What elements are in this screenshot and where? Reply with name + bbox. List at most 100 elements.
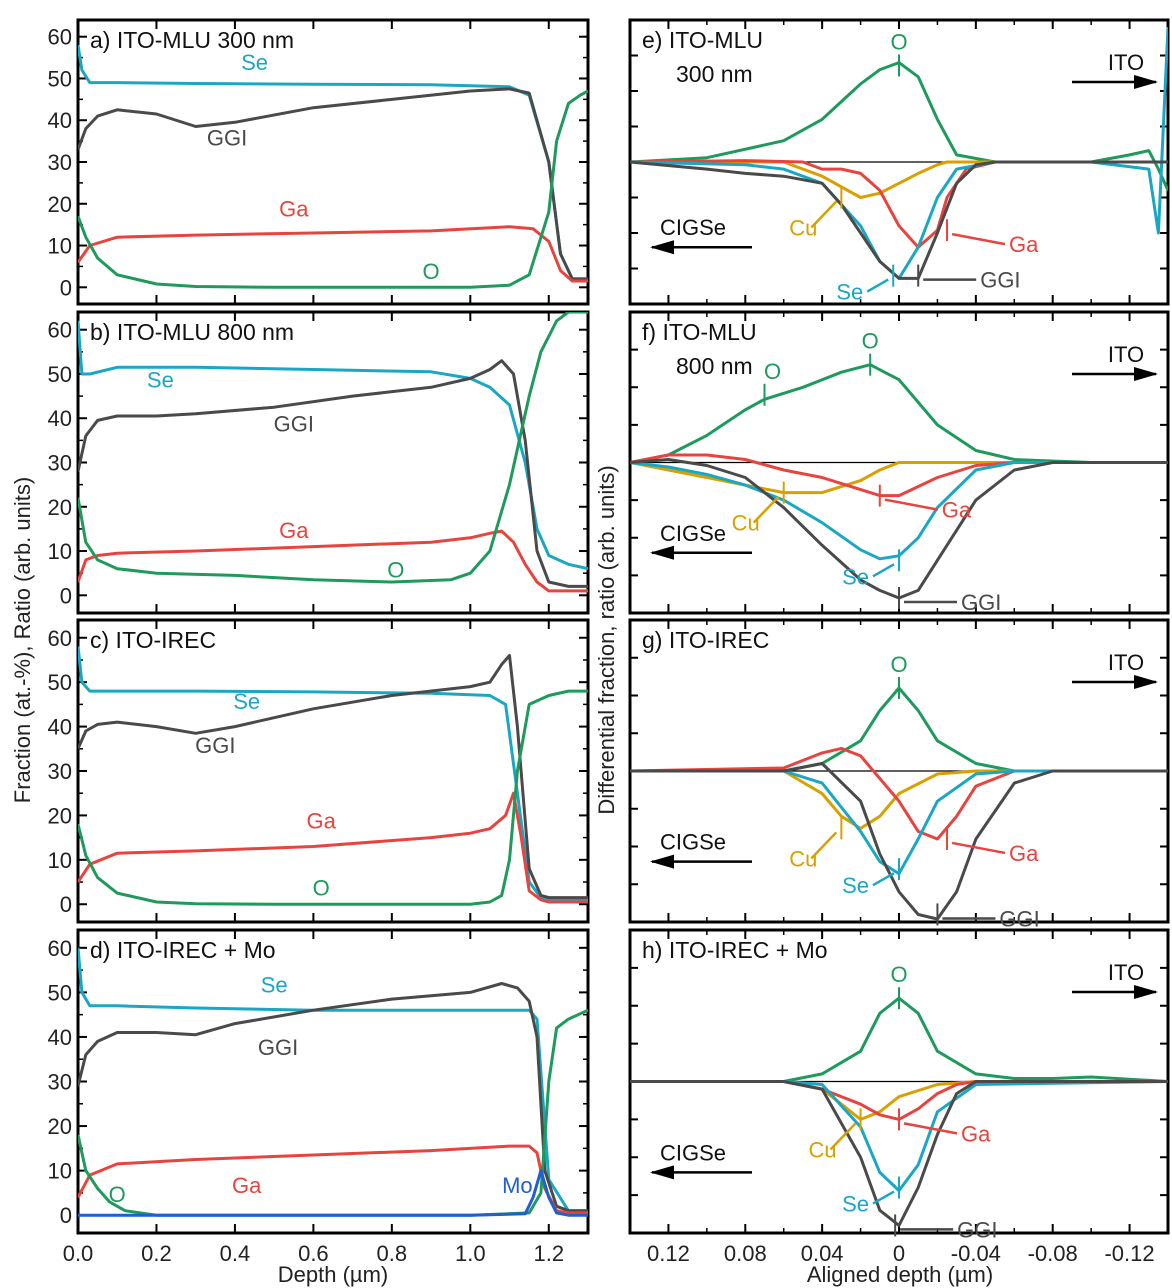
left-ylabel: Fraction (at.-%), Ratio (arb. units) [10,477,35,803]
marker-label-se: Se [842,564,869,589]
x-tick-label: 0.6 [298,1241,329,1266]
left-xlabel: Depth (µm) [278,1262,388,1287]
y-tick-label: 10 [48,1159,72,1184]
ito-label: ITO [1108,650,1144,675]
panel-title: a) ITO-MLU 300 nm [90,27,294,53]
callout-line-se [866,278,889,293]
series-line-se [630,27,1168,280]
series-label-ggi: GGI [274,412,314,437]
series-line-ggi [78,982,588,1213]
series-label-ga: Ga [307,809,337,834]
y-tick-label: 60 [48,318,72,343]
x-tick-label: 0 [893,1241,905,1266]
callout-line-cu [810,200,838,229]
callout-line-se [872,1190,895,1205]
x-tick-label: 0.08 [724,1241,767,1266]
x-tick-label: -0.08 [1028,1241,1078,1266]
series-line-ggi [630,458,1168,600]
callout-line-cu [810,831,838,860]
panel-subtitle: 800 nm [676,353,753,379]
series-line-se [78,44,588,281]
marker-label-cu: Cu [789,216,817,241]
y-tick-label: 40 [48,1025,72,1050]
arrow-right-icon [1134,75,1158,89]
arrow-right-icon [1134,675,1158,689]
plot-frame [76,18,590,306]
x-tick-label: -0.04 [951,1241,1001,1266]
series-group [78,312,588,593]
series-label-o: O [313,875,330,900]
series-label-o: O [109,1182,126,1207]
panel-title: d) ITO-IREC + Mo [90,937,276,963]
marker-label-ggi: GGI [957,1217,997,1242]
series-line-o [630,61,1168,192]
x-tick-label: 1.2 [533,1241,564,1266]
marker-label-ggi: GGI [999,906,1039,931]
series-line-cu [630,160,1168,199]
series-label-ggi: GGI [258,1035,298,1060]
panel-title: b) ITO-MLU 800 nm [90,319,294,345]
callout-line-se [872,872,895,887]
series-group [630,27,1168,280]
panel-title: h) ITO-IREC + Mo [642,937,828,963]
y-tick-label: 50 [48,362,72,387]
marker-label-se: Se [842,873,869,898]
ito-label: ITO [1108,50,1144,75]
series-line-ga [78,225,588,283]
marker-label-ggi: GGI [961,590,1001,615]
marker-label-ggi: GGI [980,268,1020,293]
x-tick-label: 1.0 [455,1241,486,1266]
series-label-ga: Ga [279,196,309,221]
cigse-label: CIGSe [660,830,726,855]
panel-g: g) ITO-IREC O Cu Ga Se GGI CIGSe ITO [628,618,1170,931]
marker-label-ga: Ga [961,1121,991,1146]
y-tick-label: 40 [48,406,72,431]
marker-label-o: O [862,329,879,354]
y-tick-label: 0 [60,1203,72,1228]
marker-label-cu: Cu [732,511,760,536]
marker-label-se: Se [842,1192,869,1217]
series-group [630,363,1168,600]
panel-c: 0 10 20 30 40 50 60 c) ITO-IREC Se GGI Ga O [48,618,590,924]
series-label-mo: Mo [502,1173,533,1198]
series-label-se: Se [147,367,174,392]
series-line-cu [630,769,1168,830]
x-tick-label: 0.0 [63,1241,94,1266]
series-label-ga: Ga [232,1173,262,1198]
y-tick-label: 60 [48,936,72,961]
y-tick-label: 0 [60,583,72,608]
series-line-ggi [78,654,588,900]
panel-title: e) ITO-MLU [642,27,763,53]
series-label-ggi: GGI [195,733,235,758]
ito-label: ITO [1108,342,1144,367]
series-line-ga [630,159,1168,249]
marker-label-ga: Ga [942,498,972,523]
panel-title: f) ITO-MLU [642,319,757,345]
arrow-left-icon [650,545,674,560]
y-tick-label: 50 [48,670,72,695]
series-group [630,996,1168,1227]
series-line-o [78,689,588,906]
marker-label-o: O [890,962,907,987]
series-line-o [78,312,588,584]
y-tick-label: 10 [48,234,72,259]
marker-label-ga: Ga [1009,232,1039,257]
callout-line-se [872,563,895,578]
y-tick-label: 60 [48,626,72,651]
series-label-se: Se [261,972,288,997]
series-line-o [630,996,1168,1083]
series-label-se: Se [233,689,260,714]
arrow-left-icon [650,854,674,869]
series-group [78,646,588,906]
callout-line-cu [752,495,780,524]
y-tick-label: 20 [48,1114,72,1139]
marker-label-o: O [890,652,907,677]
y-tick-label: 30 [48,451,72,476]
y-tick-label: 30 [48,1070,72,1095]
series-label-o: O [423,259,440,284]
callout-line-ga [884,498,939,511]
series-line-ggi [630,160,1168,280]
y-tick-label: 30 [48,759,72,784]
marker-label-se: Se [836,280,863,305]
